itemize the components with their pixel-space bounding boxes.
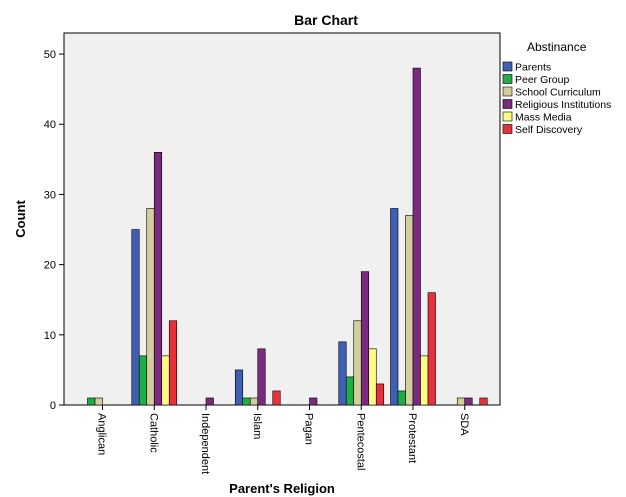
x-tick-label-protestant: Protestant [406, 413, 418, 463]
x-axis-label: Parent's Religion [229, 481, 335, 496]
bar-catholic-school-curriculum [146, 208, 155, 406]
bar-sda-school-curriculum [456, 397, 466, 406]
bar-pentecostal-religious-institutions [360, 271, 370, 406]
x-tick-label-pentecostal: Pentecostal [354, 413, 366, 470]
bar-pentecostal-parents [338, 341, 347, 406]
legend-label-mass-media: Mass Media [515, 112, 572, 124]
bar-anglican-school-curriculum [94, 397, 103, 406]
bar-sda-self-discovery [479, 397, 488, 406]
bar-islam-self-discovery [272, 390, 281, 406]
bar-protestant-mass-media [420, 355, 429, 406]
bar-catholic-self-discovery [168, 320, 178, 406]
bar-pentecostal-peer-group [345, 376, 355, 406]
bar-protestant-self-discovery [427, 292, 436, 406]
bar-islam-peer-group [242, 397, 251, 406]
y-axis-label: Count [13, 200, 28, 238]
chart-title: Bar Chart [294, 12, 358, 28]
x-axis: Anglican Catholic Independent Islam Pagan Pen… [96, 405, 470, 474]
bar-islam-religious-institutions [257, 348, 266, 406]
bar-sda-religious-institutions [464, 397, 473, 406]
legend-swatch-mass-media [502, 111, 513, 122]
x-tick-label-catholic: Catholic [147, 413, 159, 453]
x-tick-label-pagan: Pagan [303, 413, 315, 445]
x-tick-label-anglican: Anglican [96, 413, 108, 455]
y-tick-label: 20 [44, 260, 56, 272]
bar-islam-parents [234, 369, 244, 406]
y-tick-label: 0 [50, 400, 56, 412]
x-tick-label-sda: SDA [458, 413, 470, 436]
bar-catholic-religious-institutions [153, 152, 163, 406]
bar-catholic-peer-group [138, 355, 148, 406]
bar-catholic-mass-media [161, 355, 170, 406]
legend-swatch-school-curriculum [502, 86, 513, 97]
bars-layer [87, 67, 488, 406]
bar-islam-school-curriculum [249, 397, 259, 406]
legend-swatch-self-discovery [502, 124, 513, 134]
bar-pentecostal-mass-media [368, 348, 377, 406]
y-tick-label: 30 [44, 189, 56, 201]
y-tick-label: 10 [44, 330, 56, 342]
bar-protestant-peer-group [397, 390, 406, 406]
bar-protestant-parents [390, 208, 399, 406]
bar-protestant-school-curriculum [405, 215, 414, 406]
y-tick-label: 50 [44, 49, 56, 61]
y-tick-label: 40 [44, 119, 56, 131]
bar-anglican-peer-group [87, 397, 96, 406]
bar-pagan-religious-institutions [309, 397, 318, 406]
legend-swatch-religious-institutions [502, 99, 513, 109]
bar-pentecostal-school-curriculum [353, 320, 362, 406]
legend-swatch-parents [502, 61, 513, 72]
x-tick-label-independent: Independent [199, 413, 211, 474]
legend-label-school-curriculum: School Curriculum [515, 87, 601, 99]
legend-label-self-discovery: Self Discovery [515, 124, 583, 136]
bar-independent-religious-institutions [205, 397, 214, 406]
bar-catholic-parents [131, 229, 140, 406]
x-tick-label-islam: Islam [251, 413, 263, 439]
legend-label-peer-group: Peer Group [515, 74, 569, 86]
bar-pentecostal-self-discovery [375, 383, 385, 406]
legend-label-parents: Parents [515, 62, 551, 74]
y-axis: 0 10 20 30 40 50 [44, 49, 64, 412]
legend-title: Abstinance [527, 40, 587, 54]
legend-swatch-peer-group [502, 74, 513, 84]
legend-label-religious-institutions: Religious Institutions [515, 99, 611, 111]
bar-protestant-religious-institutions [412, 67, 421, 406]
